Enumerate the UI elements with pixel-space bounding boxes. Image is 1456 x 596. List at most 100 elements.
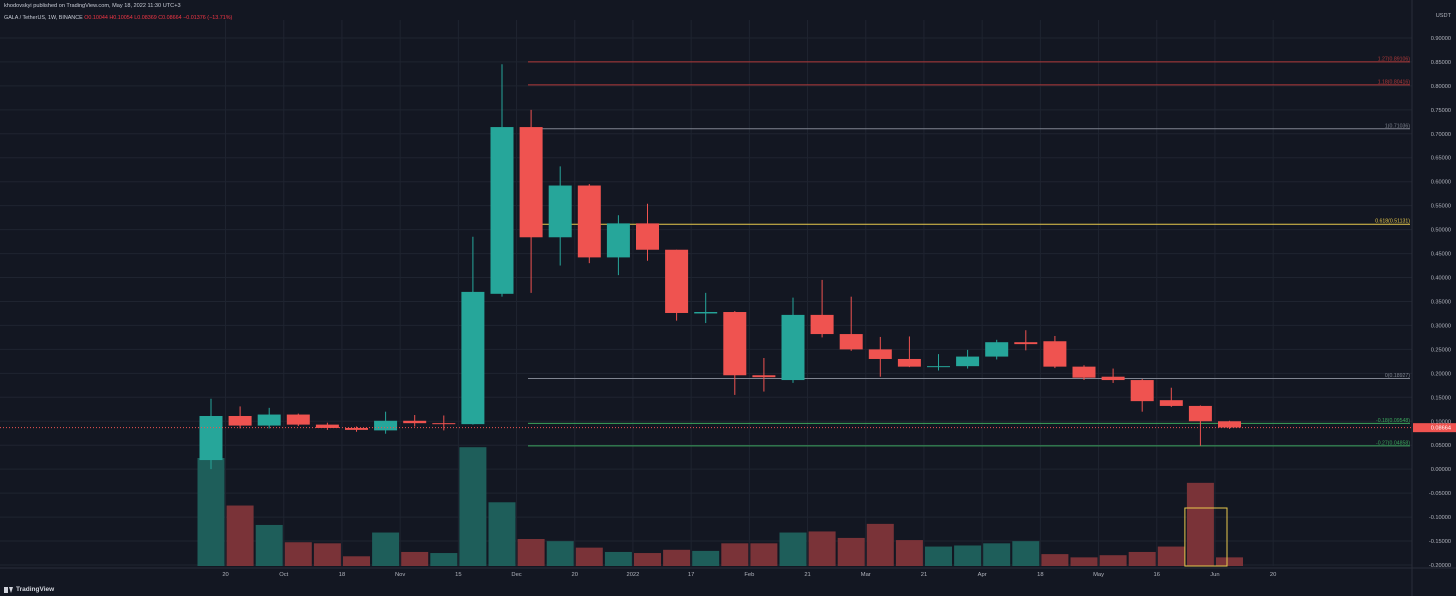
volume-bar bbox=[488, 502, 516, 566]
time-tick-label: Nov bbox=[395, 572, 405, 578]
candle-body bbox=[286, 414, 310, 425]
volume-bar bbox=[983, 543, 1011, 566]
candle-body bbox=[723, 312, 747, 376]
time-tick-label: Oct bbox=[279, 572, 288, 578]
candle-body bbox=[839, 334, 863, 350]
price-tick-label: 0.50000 bbox=[1431, 228, 1451, 234]
candle-body bbox=[810, 314, 834, 335]
candle-body bbox=[956, 356, 980, 367]
volume-highlight-box bbox=[1184, 507, 1228, 567]
price-tick-label: 0.80000 bbox=[1431, 84, 1451, 90]
candle-body bbox=[461, 291, 485, 425]
volume-bar bbox=[226, 505, 254, 566]
price-tick-label: 0.20000 bbox=[1431, 371, 1451, 377]
overlays: 0.08664 bbox=[0, 423, 1456, 567]
time-tick-label: 21 bbox=[921, 572, 927, 578]
candle-body bbox=[257, 414, 281, 426]
ohlc-low: L0.08369 bbox=[134, 15, 157, 21]
candle-body bbox=[781, 314, 805, 381]
volume-bar bbox=[1128, 551, 1156, 566]
volume-bar bbox=[1186, 482, 1214, 566]
fib-level-label: 1(0.71036) bbox=[1385, 123, 1410, 129]
volume-bar bbox=[837, 537, 865, 566]
ohlc-close: C0.08664 bbox=[158, 15, 182, 21]
time-tick-label: 18 bbox=[339, 572, 345, 578]
volume-bars bbox=[197, 447, 1243, 566]
price-tick-label: 0.85000 bbox=[1431, 60, 1451, 66]
candle-body bbox=[548, 185, 572, 238]
volume-bar bbox=[604, 551, 632, 566]
fibonacci-levels: 1.27(0.89106) 1.18(0.80416) 1(0.71036) 0.61… bbox=[528, 56, 1411, 447]
current-price-tag bbox=[1413, 423, 1456, 433]
candle-body bbox=[868, 349, 892, 359]
price-axis-unit: USDT bbox=[1436, 13, 1452, 19]
time-tick-label: 21 bbox=[804, 572, 810, 578]
volume-bar bbox=[895, 540, 923, 566]
volume-bar bbox=[255, 524, 283, 566]
volume-bar bbox=[750, 543, 778, 566]
volume-bar bbox=[779, 532, 807, 566]
candle-body bbox=[606, 223, 630, 258]
time-tick-label: 20 bbox=[1270, 572, 1276, 578]
time-tick-label: 2022 bbox=[626, 572, 639, 578]
volume-bar bbox=[954, 545, 982, 566]
candle-body bbox=[432, 423, 456, 425]
candle-body bbox=[927, 366, 950, 368]
candle-body bbox=[1072, 366, 1096, 378]
candle-body bbox=[985, 342, 1009, 357]
time-tick-label: 15 bbox=[455, 572, 461, 578]
volume-bar bbox=[284, 542, 312, 566]
candle-body bbox=[1101, 376, 1125, 381]
volume-bar bbox=[372, 532, 400, 566]
symbol-legend: GALA / TetherUS, 1W, BINANCE O0.10044 H0… bbox=[4, 15, 232, 21]
ohlc-open: O0.10044 bbox=[84, 15, 108, 21]
price-tick-label: 0.25000 bbox=[1431, 347, 1451, 353]
price-tick-label: 0.45000 bbox=[1431, 252, 1451, 258]
price-axis[interactable]: -0.20000 -0.15000 -0.10000 -0.05000 0.00000 0… bbox=[1429, 13, 1452, 569]
tradingview-logo-text: TradingView bbox=[16, 586, 55, 593]
candle-body bbox=[665, 249, 689, 313]
candle-body bbox=[374, 420, 398, 431]
fib-level-label: 1.18(0.80416) bbox=[1378, 79, 1411, 85]
volume-bar bbox=[1157, 546, 1185, 566]
candle-body bbox=[199, 415, 223, 461]
volume-bar bbox=[1070, 557, 1098, 566]
volume-bar bbox=[197, 458, 225, 566]
price-tick-label: 0.30000 bbox=[1431, 323, 1451, 329]
candle-body bbox=[1043, 341, 1067, 367]
publisher-header: khodovskyi published on TradingView.com,… bbox=[4, 3, 181, 9]
time-tick-label: Apr bbox=[978, 572, 987, 578]
price-tick-label: 0.05000 bbox=[1431, 443, 1451, 449]
tradingview-logo: TradingView bbox=[4, 586, 54, 593]
symbol-name[interactable]: GALA / TetherUS, 1W, BINANCE bbox=[4, 15, 83, 21]
candle-body bbox=[315, 424, 339, 428]
tradingview-logo-icon bbox=[4, 586, 13, 593]
candle-body bbox=[636, 223, 659, 250]
candles bbox=[199, 64, 1241, 470]
candle-body bbox=[345, 427, 368, 430]
volume-bar bbox=[459, 447, 487, 566]
volume-bar bbox=[808, 531, 836, 566]
volume-bar bbox=[692, 550, 720, 566]
candle-body bbox=[490, 127, 514, 294]
time-tick-label: May bbox=[1093, 572, 1104, 578]
time-tick-label: Dec bbox=[511, 572, 521, 578]
volume-bar bbox=[1012, 541, 1040, 566]
candle-body bbox=[1159, 400, 1183, 406]
time-axis[interactable]: 20 Oct 18 Nov 15 Dec 20 2022 17 Feb 21 Mar 21 Apr 18 Ma… bbox=[222, 572, 1276, 578]
candle-body bbox=[752, 375, 776, 378]
price-tick-label: -0.15000 bbox=[1429, 539, 1451, 545]
candle-body bbox=[897, 358, 921, 367]
volume-bar bbox=[634, 553, 661, 566]
volume-bar bbox=[925, 546, 952, 566]
time-tick-label: 17 bbox=[688, 572, 694, 578]
volume-bar bbox=[517, 539, 545, 566]
time-tick-label: Mar bbox=[861, 572, 871, 578]
volume-bar bbox=[1041, 554, 1069, 566]
price-tick-label: 0.65000 bbox=[1431, 156, 1451, 162]
volume-bar bbox=[313, 543, 341, 566]
fib-level-label: -0.18(0.09548) bbox=[1376, 418, 1410, 424]
volume-bar bbox=[430, 553, 458, 566]
volume-bar bbox=[1099, 555, 1127, 566]
